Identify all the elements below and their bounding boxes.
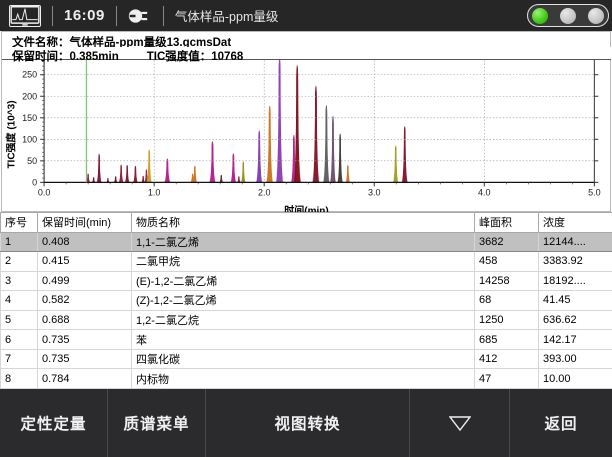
svg-text:200: 200 — [22, 91, 37, 101]
svg-text:0.0: 0.0 — [38, 187, 51, 197]
svg-text:0: 0 — [32, 177, 37, 187]
svg-text:4.0: 4.0 — [478, 187, 491, 197]
svg-text:50: 50 — [27, 156, 37, 166]
svg-text:2.0: 2.0 — [258, 187, 271, 197]
svg-text:100: 100 — [22, 134, 37, 144]
svg-text:250: 250 — [22, 70, 37, 80]
svg-text:5.0: 5.0 — [588, 187, 601, 197]
svg-text:3.0: 3.0 — [368, 187, 381, 197]
svg-text:1.0: 1.0 — [148, 187, 161, 197]
svg-text:150: 150 — [22, 113, 37, 123]
